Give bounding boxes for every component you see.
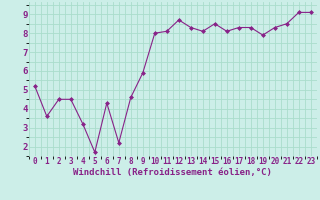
X-axis label: Windchill (Refroidissement éolien,°C): Windchill (Refroidissement éolien,°C) xyxy=(73,168,272,177)
